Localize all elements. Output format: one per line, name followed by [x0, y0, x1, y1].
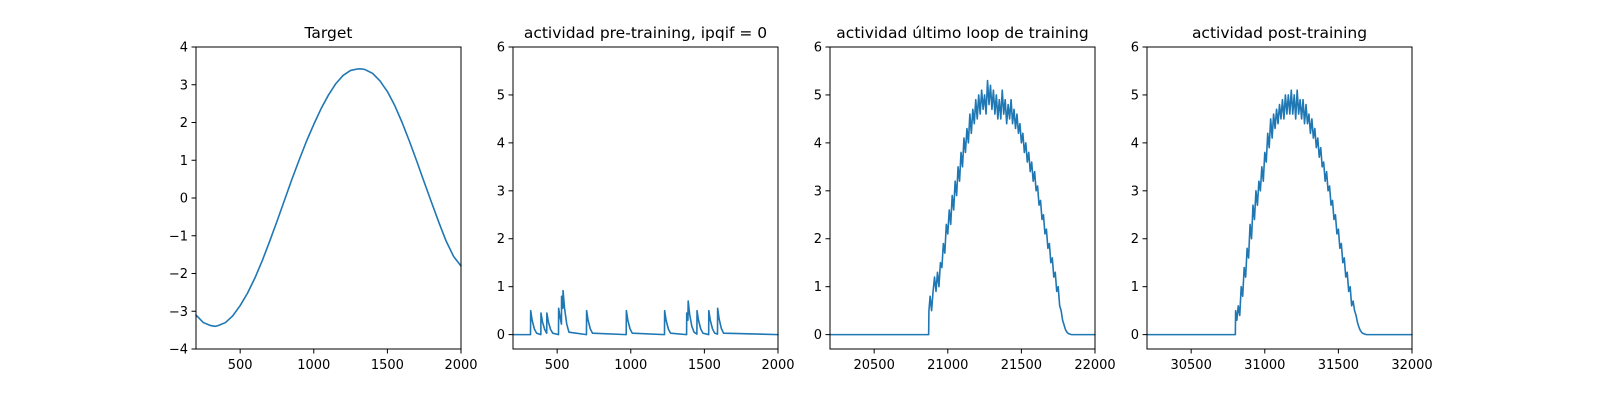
x-tick-label: 21000 — [927, 358, 968, 373]
x-tick-label: 1500 — [371, 358, 404, 373]
panel-last-training-loop: actividad último loop de training 20500 2… — [814, 24, 1116, 373]
x-tick-label: 32000 — [1391, 358, 1432, 373]
series-line — [512, 289, 779, 336]
y-tick-label: 2 — [1131, 232, 1139, 247]
y-tick-label: −1 — [169, 229, 188, 244]
axes-frame — [195, 46, 462, 350]
x-tick-label: 1000 — [297, 358, 330, 373]
x-tick-label: 1000 — [614, 358, 647, 373]
y-tick-label: −4 — [169, 343, 188, 358]
y-tick-label: 3 — [1131, 184, 1139, 199]
series-line — [829, 79, 1096, 336]
x-tick-label: 2000 — [444, 358, 477, 373]
x-tick-label: 30500 — [1170, 358, 1211, 373]
axes-frame — [1146, 46, 1413, 350]
x-tick-label: 20500 — [853, 358, 894, 373]
y-tick-label: 6 — [497, 41, 505, 56]
y-tick-label: −2 — [169, 267, 188, 282]
x-tick-label: 1500 — [688, 358, 721, 373]
y-tick-label: 6 — [814, 41, 822, 56]
y-tick-label: 2 — [497, 232, 505, 247]
y-tick-label: 3 — [497, 184, 505, 199]
y-tick-label: 4 — [814, 136, 822, 151]
panel-title: actividad pre-training, ipqif = 0 — [524, 24, 767, 42]
y-tick-label: 1 — [814, 280, 822, 295]
x-tick-label: 22000 — [1074, 358, 1115, 373]
x-tick-label: 2000 — [761, 358, 794, 373]
y-tick-label: 0 — [497, 328, 505, 343]
y-tick-label: 2 — [814, 232, 822, 247]
y-tick-label: 0 — [814, 328, 822, 343]
y-tick-label: 6 — [1131, 41, 1139, 56]
panel-pre-training: actividad pre-training, ipqif = 0 500 100… — [497, 24, 795, 373]
series-line — [195, 68, 462, 328]
y-tick-label: 4 — [180, 41, 188, 56]
y-tick-label: 0 — [180, 192, 188, 207]
axes-frame — [512, 46, 779, 350]
y-tick-label: 1 — [180, 154, 188, 169]
y-tick-label: 2 — [180, 116, 188, 131]
panel-post-training: actividad post-training 30500 31000 31500 3… — [1131, 24, 1433, 373]
x-tick-label: 500 — [228, 358, 253, 373]
x-tick-label: 21500 — [1001, 358, 1042, 373]
y-tick-label: 4 — [497, 136, 505, 151]
y-tick-label: 5 — [814, 88, 822, 103]
x-tick-label: 500 — [545, 358, 570, 373]
y-tick-label: 0 — [1131, 328, 1139, 343]
series-line — [1146, 89, 1413, 336]
panel-title: actividad post-training — [1192, 24, 1367, 42]
axes-frame — [829, 46, 1096, 350]
panel-target: Target 500 1000 1500 2000 −4 −3 −2 −1 0 1 2 3 4 — [169, 24, 478, 373]
y-tick-label: 5 — [1131, 88, 1139, 103]
y-tick-label: 4 — [1131, 136, 1139, 151]
x-tick-label: 31000 — [1244, 358, 1285, 373]
y-tick-label: −3 — [169, 305, 188, 320]
y-tick-label: 5 — [497, 88, 505, 103]
y-tick-label: 1 — [1131, 280, 1139, 295]
panel-title: Target — [304, 24, 353, 42]
panel-title: actividad último loop de training — [836, 24, 1088, 42]
y-tick-label: 3 — [814, 184, 822, 199]
y-tick-label: 1 — [497, 280, 505, 295]
x-tick-label: 31500 — [1318, 358, 1359, 373]
y-tick-label: 3 — [180, 78, 188, 93]
